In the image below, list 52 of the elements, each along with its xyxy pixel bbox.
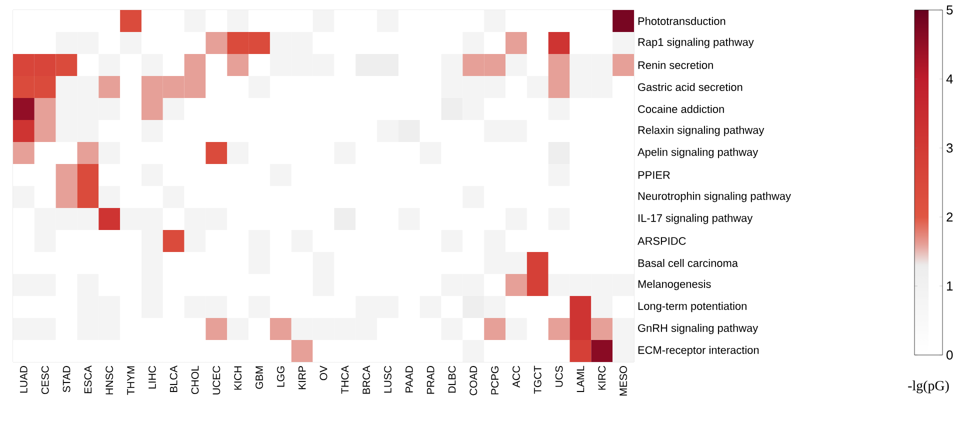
x-tick-label: PCPG: [491, 366, 499, 394]
x-tick-label: PRAD: [426, 366, 434, 394]
x-tick-label: TGCT: [534, 366, 542, 394]
x-tick-label: KIRP: [298, 366, 306, 390]
x-tick-label: HNSC: [106, 366, 114, 394]
color-bar-label: 5: [946, 5, 953, 15]
y-tick-label: GnRH signaling pathway: [638, 324, 758, 334]
y-tick-label: Neurotrophin signaling pathway: [638, 192, 791, 202]
x-tick-label: BLCA: [170, 366, 178, 392]
x-tick-label: THYM: [127, 366, 134, 395]
y-tick-label: PPIER: [638, 171, 670, 179]
y-tick-label: Melanogenesis: [638, 280, 711, 290]
color-bar-label: 0: [946, 350, 953, 360]
x-tick-label: LGG: [276, 366, 284, 387]
x-tick-label: CESC: [41, 366, 49, 394]
x-tick-label: DLBC: [448, 366, 456, 393]
y-tick-label: Long-term potentiation: [638, 302, 746, 312]
y-tick-label: Cocaine addiction: [638, 104, 724, 114]
y-tick-label: Rap1 signaling pathway: [638, 38, 754, 48]
y-tick-label: ECM-receptor interaction: [638, 346, 759, 356]
x-tick-label: THCA: [341, 366, 349, 394]
y-tick-label: Apelin signaling pathway: [638, 148, 758, 158]
x-tick-label: LUSC: [384, 366, 392, 393]
y-tick-label: Renin secretion: [638, 60, 713, 70]
x-tick-label: LUAD: [20, 366, 28, 393]
x-tick-label: CHOL: [191, 366, 199, 394]
y-tick-label: Gastric acid secretion: [638, 82, 742, 92]
color-bar-label: 4: [946, 74, 953, 84]
x-tick-label: STAD: [62, 366, 70, 392]
color-bar-label: 3: [946, 143, 953, 153]
x-tick-label: PAAD: [406, 366, 413, 392]
x-tick-label: UCEC: [212, 366, 220, 394]
color-bar-label: 2: [946, 212, 953, 222]
y-tick-label: IL-17 signaling pathway: [638, 214, 753, 224]
y-tick-label: ARSPIDC: [638, 237, 686, 245]
x-tick-label: ESCA: [84, 366, 92, 394]
x-tick-label: GBM: [256, 366, 263, 389]
x-tick-label: KIRC: [598, 366, 606, 390]
color-bar-label: 1: [947, 282, 953, 290]
x-tick-label: COAD: [470, 366, 478, 396]
x-tick-label: ACC: [512, 366, 520, 388]
x-tick-label: OV: [320, 366, 328, 380]
x-tick-label: MESO: [620, 366, 628, 396]
x-tick-label: KICH: [234, 366, 242, 390]
y-tick-label: Basal cell carcinoma: [638, 258, 738, 268]
x-tick-label: BRCA: [362, 366, 370, 394]
x-tick-label: UCS: [555, 366, 563, 387]
x-tick-label: LAML: [576, 366, 584, 392]
y-tick-label: Relaxin signaling pathway: [638, 126, 764, 136]
y-tick-label: Phototransduction: [638, 16, 726, 26]
color-bar-title: -lg(pG): [908, 380, 949, 394]
x-tick-label: LIHC: [148, 366, 156, 388]
